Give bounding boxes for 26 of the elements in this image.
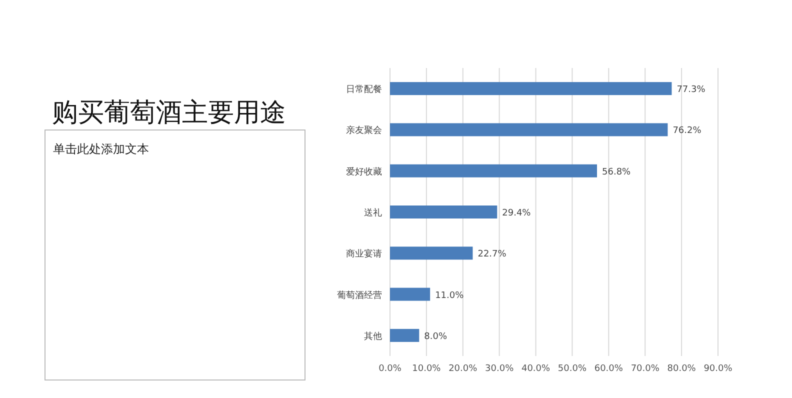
category-label: 日常配餐	[346, 85, 382, 96]
annotation: 单击此处添加文本	[53, 142, 149, 156]
category-label: 其他	[364, 332, 382, 342]
tick-label: 80.0%	[667, 364, 696, 374]
tick-label: 30.0%	[485, 364, 514, 374]
data-label: 77.3%	[676, 85, 706, 96]
data-label: 11.0%	[435, 290, 464, 301]
data-label: 8.0%	[424, 332, 448, 342]
tick-label: 70.0%	[630, 364, 660, 374]
tick-label: 60.0%	[594, 364, 623, 374]
tick-label: 90.0%	[704, 364, 732, 374]
category-label: 商业宴请	[346, 250, 382, 260]
tick-label: 40.0%	[521, 364, 550, 374]
tick-label: 20.0%	[448, 364, 478, 374]
data-label: 56.8%	[602, 167, 631, 178]
data-label: 29.4%	[502, 208, 531, 218]
tick-label: 50.0%	[558, 364, 587, 374]
tick-label: 0.0%	[378, 364, 402, 374]
category-label: 爱好收藏	[346, 167, 382, 178]
data-label: 76.2%	[672, 126, 702, 136]
category-label: 送礼	[364, 208, 382, 218]
title: 购买葡萄酒主要用途	[52, 98, 286, 128]
category-label: 葡萄酒经营	[337, 290, 382, 301]
data-label: 22.7%	[478, 250, 506, 260]
category-label: 亲友聚会	[346, 126, 382, 136]
tick-label: 10.0%	[412, 364, 441, 374]
